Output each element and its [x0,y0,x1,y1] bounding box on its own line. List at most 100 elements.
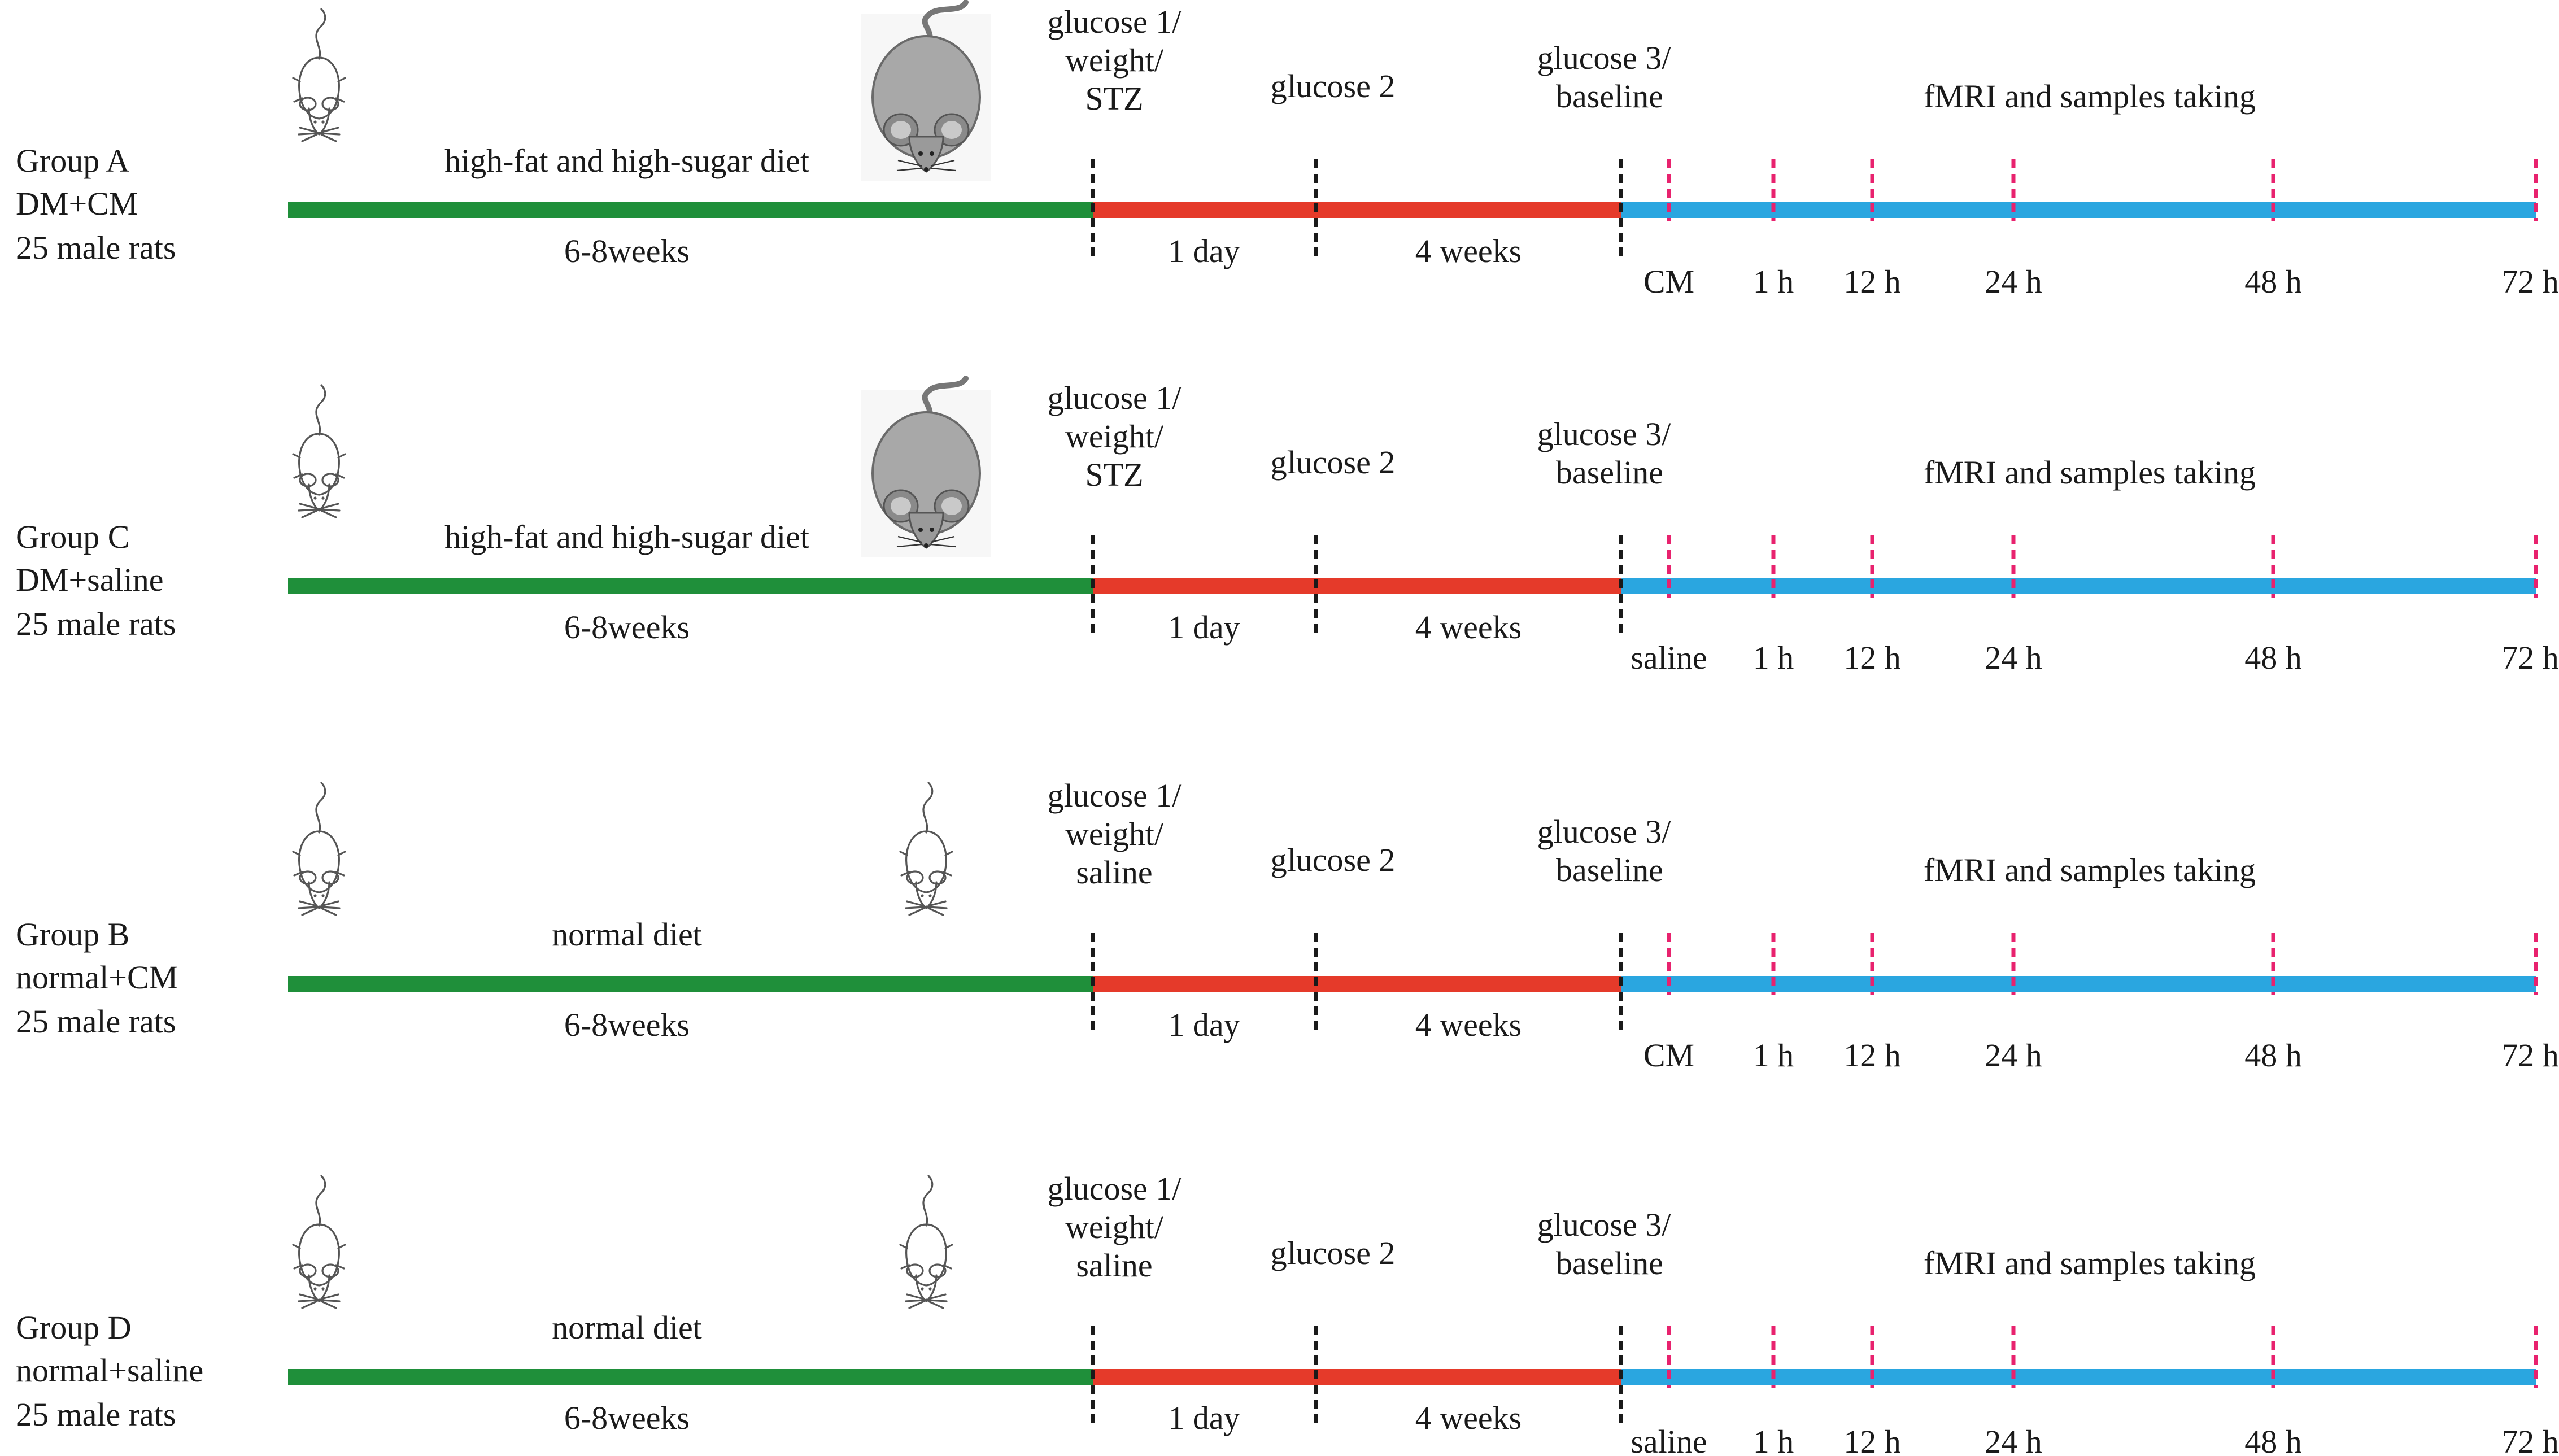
diet-duration-label: 6-8weeks [564,233,690,269]
lean-rat-icon [899,1175,953,1309]
timepoint-label: 24 h [1985,1423,2042,1456]
milestone-1-label: weight/ [1065,1209,1164,1245]
injection-label: saline [1631,1423,1707,1456]
milestone-3-label: glucose 3/ [1537,416,1672,452]
timepoint-label: 24 h [1985,1037,2042,1074]
group-b-timeline: Group B normal+CM 25 male rats normal diet 6… [16,777,2559,1074]
timepoint-label: 12 h [1843,1423,1901,1456]
injection-label: CM [1643,263,1694,300]
group-condition: DM+CM [16,185,138,222]
milestone-1-label: glucose 1/ [1048,3,1182,40]
group-a-timeline: Group A DM+CM 25 male rats high-fat and hig… [16,0,2559,300]
injection-label: saline [1631,639,1707,676]
milestone-2-label: glucose 2 [1271,444,1396,481]
injection-label: CM [1643,1037,1694,1074]
diet-duration-label: 6-8weeks [564,609,690,646]
milestone-1-label: weight/ [1065,42,1164,79]
timepoint-label: 1 h [1753,263,1794,300]
diet-label: normal diet [552,916,702,953]
timepoint-label: 1 h [1753,639,1794,676]
timepoint-label: 48 h [2244,1423,2302,1456]
milestone-1-label: glucose 1/ [1048,1170,1182,1207]
milestone-2-label: glucose 2 [1271,1235,1396,1271]
milestone-3-label: glucose 3/ [1537,1206,1672,1243]
interval-1-label: 1 day [1168,1006,1240,1043]
group-name: Group C [16,518,129,555]
timepoint-label: 48 h [2244,1037,2302,1074]
diet-label: normal diet [552,1309,702,1346]
followup-phase-bar [1621,1369,2536,1385]
timepoint-label: 24 h [1985,639,2042,676]
milestone-1-label: STZ [1085,80,1143,117]
milestone-2-label: glucose 2 [1271,842,1396,878]
group-count: 25 male rats [16,229,176,266]
induction-phase-bar [1093,976,1621,992]
milestone-1-label: saline [1076,1247,1152,1284]
timepoint-label: 72 h [2501,639,2559,676]
group-condition: normal+CM [16,959,178,996]
interval-1-label: 1 day [1168,609,1240,646]
followup-phase-bar [1621,976,2536,992]
followup-phase-bar [1621,202,2536,218]
diet-duration-label: 6-8weeks [564,1006,690,1043]
lean-rat-icon [292,782,346,916]
milestone-3-label: glucose 3/ [1537,813,1672,850]
followup-label: fMRI and samples taking [1924,1245,2256,1281]
milestone-1-label: weight/ [1065,418,1164,455]
induction-phase-bar [1093,1369,1621,1385]
milestone-3-label: baseline [1556,1245,1663,1281]
milestone-3-label: baseline [1556,454,1663,491]
diet-label: high-fat and high-sugar diet [444,518,809,555]
interval-1-label: 1 day [1168,233,1240,269]
diet-phase-bar [288,976,1093,992]
followup-label: fMRI and samples taking [1924,78,2256,115]
timepoint-label: 12 h [1843,263,1901,300]
lean-rat-icon [292,8,346,142]
diet-duration-label: 6-8weeks [564,1400,690,1436]
milestone-1-label: glucose 1/ [1048,380,1182,416]
timepoint-label: 1 h [1753,1423,1794,1456]
interval-2-label: 4 weeks [1415,233,1522,269]
timepoint-label: 72 h [2501,1423,2559,1456]
diet-phase-bar [288,202,1093,218]
milestone-2-label: glucose 2 [1271,68,1396,104]
interval-1-label: 1 day [1168,1400,1240,1436]
diet-phase-bar [288,1369,1093,1385]
group-count: 25 male rats [16,605,176,642]
followup-phase-bar [1621,578,2536,594]
milestone-1-label: saline [1076,854,1152,891]
induction-phase-bar [1093,202,1621,218]
timepoint-label: 12 h [1843,639,1901,676]
group-condition: normal+saline [16,1352,203,1389]
followup-label: fMRI and samples taking [1924,454,2256,491]
milestone-3-label: baseline [1556,78,1663,115]
lean-rat-icon [292,384,346,518]
group-d-timeline: Group D normal+saline 25 male rats normal d… [16,1170,2559,1456]
group-name: Group A [16,142,130,179]
diet-phase-bar [288,578,1093,594]
group-name: Group D [16,1309,132,1346]
milestone-1-label: glucose 1/ [1048,777,1182,814]
milestone-1-label: weight/ [1065,816,1164,852]
milestone-3-label: baseline [1556,852,1663,888]
lean-rat-icon [899,782,953,916]
timepoint-label: 48 h [2244,639,2302,676]
timepoint-label: 1 h [1753,1037,1794,1074]
fat-rat-icon [861,0,991,181]
interval-2-label: 4 weeks [1415,1400,1522,1436]
fat-rat-icon [861,376,991,557]
group-c-timeline: Group C DM+saline 25 male rats high-fat and… [16,376,2559,676]
group-name: Group B [16,916,129,953]
group-condition: DM+saline [16,561,163,598]
diet-label: high-fat and high-sugar diet [444,142,809,179]
lean-rat-icon [292,1175,346,1309]
induction-phase-bar [1093,578,1621,594]
timepoint-label: 24 h [1985,263,2042,300]
group-count: 25 male rats [16,1396,176,1433]
group-count: 25 male rats [16,1003,176,1040]
followup-label: fMRI and samples taking [1924,852,2256,888]
timepoint-label: 12 h [1843,1037,1901,1074]
interval-2-label: 4 weeks [1415,609,1522,646]
timepoint-label: 72 h [2501,1037,2559,1074]
